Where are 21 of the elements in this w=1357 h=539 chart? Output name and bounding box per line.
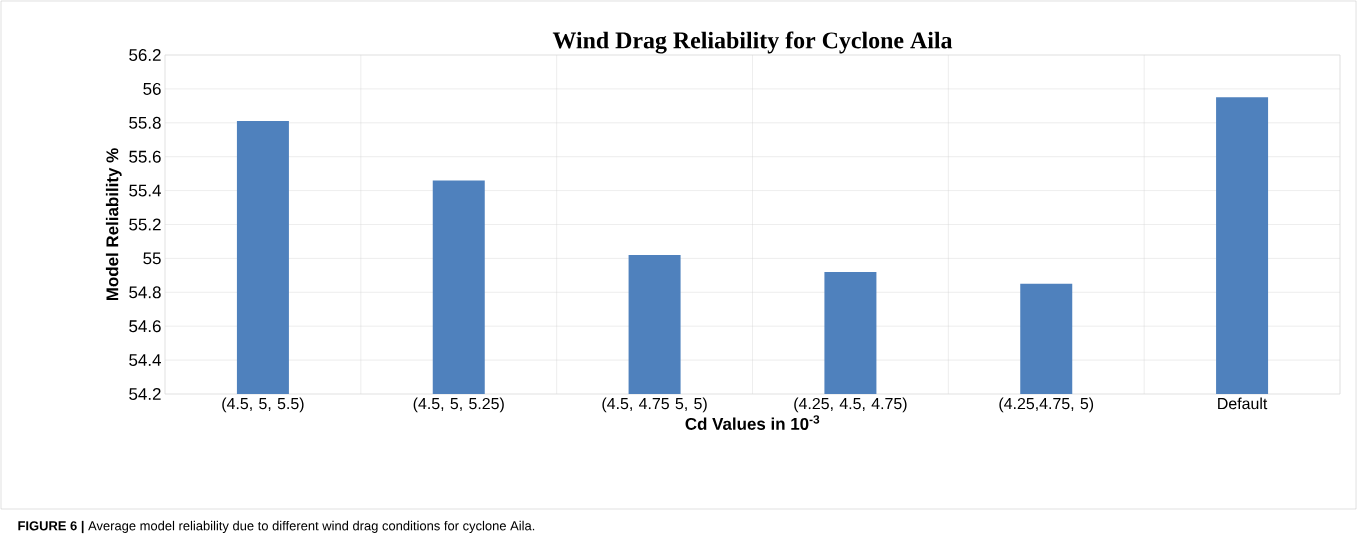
chart-title: Wind Drag Reliability for Cyclone Aila [552,31,953,54]
y-tick-label: 54.6 [129,320,161,333]
y-tick-label: 54.2 [129,388,161,400]
y-tick-label: 55.8 [129,116,161,129]
x-tick-label: (4.25, 4.5, 4.75) [794,397,907,413]
y-tick-label: 55.4 [129,184,161,197]
x-tick-label: (4.5, 4.75 5, 5) [602,397,707,413]
y-tick-label: 54.4 [129,354,161,367]
x-tick-label: Default [1218,397,1268,410]
y-tick-label: 55 [143,252,161,265]
x-tick-label: (4.5, 5, 5.25) [413,397,504,413]
y-tick-label: 56.2 [129,49,161,61]
y-tick-label: 56 [143,82,161,95]
y-axis-title: Model Reliability % [105,148,122,301]
x-tick-label: (4.25,4.75, 5) [999,397,1094,413]
text: FIGURE 6 | Average model reliability due to different wind drag conditions for cyclone Aila. [18,520,535,534]
y-tick-label: 54.8 [129,286,161,299]
x-axis-title: Cd Values in 10$^{-3}$ [685,415,820,430]
x-tick-label: (4.5, 5, 5.5) [222,397,304,413]
y-tick-label: 55.2 [129,218,161,231]
y-tick-label: 55.6 [129,150,161,163]
